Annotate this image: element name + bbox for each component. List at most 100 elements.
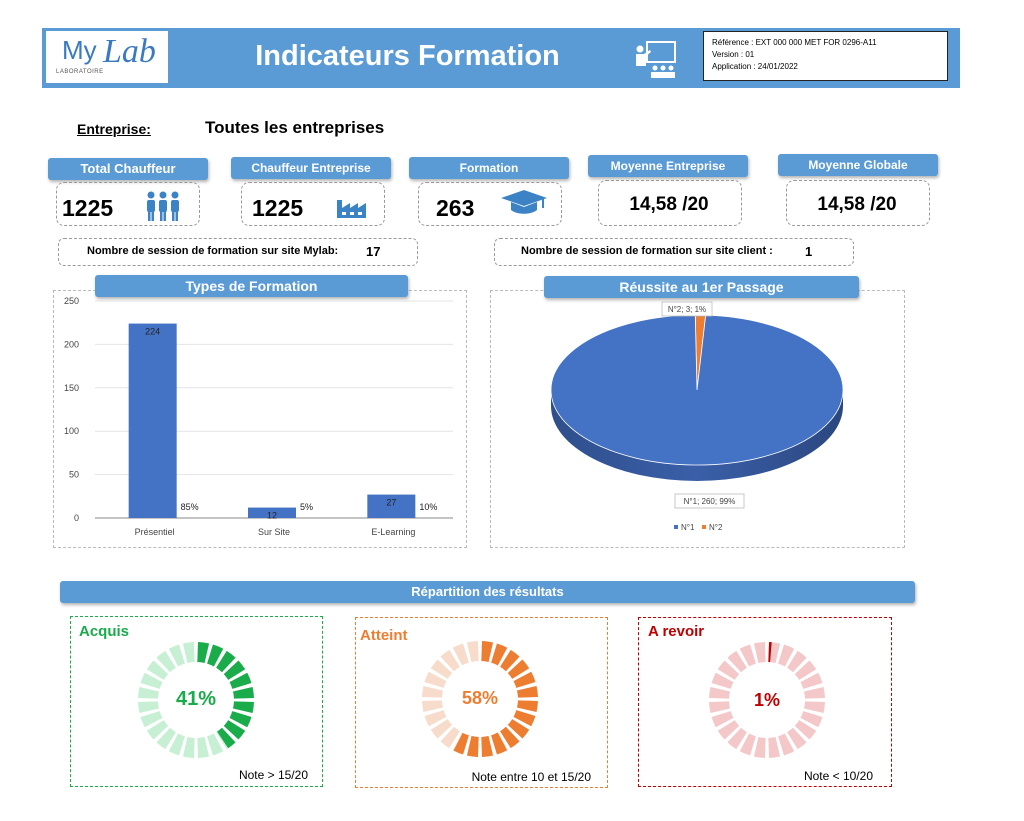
mylab-logo: My Lab LABORATOIRE <box>46 31 168 83</box>
donut-segment-filled <box>507 659 530 679</box>
pie-slice-label: N°2; 3; 1% <box>668 305 706 314</box>
donut-segment <box>422 700 443 713</box>
donut-segment <box>146 660 169 680</box>
donut-segment <box>430 719 453 739</box>
donut-segment <box>424 710 447 727</box>
donut-segment <box>168 733 185 756</box>
donut-segment <box>424 671 447 688</box>
teacher-board-icon <box>636 41 676 78</box>
y-tick-label: 50 <box>69 470 79 480</box>
donut-segment-filled <box>517 700 538 713</box>
donut-segment <box>804 701 825 714</box>
people-icon <box>147 191 179 221</box>
donut-segment <box>156 727 176 750</box>
donut-segment-filled <box>500 649 520 672</box>
session-client-box: Nombre de session de formation sur site … <box>494 238 854 266</box>
kpi-chauffeur-entreprise-value: 1225 <box>252 195 304 221</box>
donut-segment <box>804 686 825 699</box>
donut-segment-filled <box>481 736 494 757</box>
donut-segment <box>138 701 159 714</box>
donut-segment <box>753 737 766 758</box>
version-text: Version : 01 <box>712 50 755 59</box>
donut-segment <box>739 644 756 667</box>
donut-segment <box>709 701 730 714</box>
legend-label-n1: N°1 <box>681 523 695 532</box>
donut-segment <box>440 726 460 749</box>
result-a-revoir-label: A revoir <box>648 623 705 640</box>
donut-segment <box>787 650 807 673</box>
donut-segment <box>794 660 817 680</box>
factory-icon <box>337 200 366 218</box>
x-tick-label: Présentiel <box>135 527 175 537</box>
types-formation-title: Types de Formation <box>95 275 408 297</box>
pie-label-box <box>674 493 745 509</box>
atteint-donut <box>422 641 538 757</box>
bar <box>128 323 177 518</box>
donut-segment-filled <box>233 686 254 699</box>
application-text: Application : 24/01/2022 <box>712 62 798 71</box>
donut-segment <box>794 720 817 740</box>
donut-segment <box>430 659 453 679</box>
results-title: Répartition des résultats <box>60 581 915 603</box>
bar <box>248 507 296 518</box>
x-tick-label: E-Learning <box>371 527 415 537</box>
session-mylab-box: Nombre de session de formation sur site … <box>58 238 418 266</box>
donut-segment <box>197 737 210 758</box>
donut-segment <box>452 643 469 666</box>
bar-value-label: 224 <box>145 327 160 337</box>
result-acquis-label: Acquis <box>79 623 130 640</box>
result-acquis: Acquis 41% Note > 15/20 <box>70 616 323 787</box>
donut-segment-filled <box>517 685 538 698</box>
session-mylab-value: 17 <box>366 244 381 259</box>
donut-segment-filled <box>491 643 508 666</box>
kpi-moyenne-entreprise-label: Moyenne Entreprise <box>588 155 748 177</box>
result-acquis-note: Note > 15/20 <box>238 768 308 782</box>
donut-segment <box>717 720 740 740</box>
donut-segment-filled <box>233 701 254 714</box>
reussite-title: Réussite au 1er Passage <box>544 276 859 298</box>
donut-segment <box>727 650 747 673</box>
kpi-moyenne-globale-label: Moyenne Globale <box>778 154 938 176</box>
kpi-chauffeur-entreprise-box <box>241 182 385 226</box>
donut-segment-filled <box>223 720 246 740</box>
session-client-label: Nombre de session de formation sur site … <box>521 245 773 257</box>
result-atteint: Atteint 58% Note entre 10 et 15/20 <box>355 617 608 788</box>
donut-segment-filled <box>513 710 536 727</box>
pie-chart: N°2; 3; 1% N°1; 260; 99% N°1 N°2 <box>550 301 844 532</box>
donut-segment <box>800 711 823 728</box>
donut-segment <box>753 642 766 663</box>
bar-chart: 0 50 100 150 200 250 224 85% Présentiel 12 5% Sur S… <box>64 296 453 537</box>
pie-side <box>551 390 843 481</box>
y-tick-label: 250 <box>64 296 79 306</box>
donut-segment <box>138 686 159 699</box>
result-atteint-label: Atteint <box>360 627 408 644</box>
page-title: Indicateurs Formation <box>255 40 560 72</box>
kpi-moyenne-globale-value: 14,58 /20 <box>817 194 897 215</box>
donut-segment <box>709 686 730 699</box>
reference-box: Référence : EXT 000 000 MET FOR 0296-A11… <box>703 31 948 81</box>
kpi-moyenne-entreprise-box <box>598 180 742 226</box>
pie-label-box <box>661 301 713 317</box>
y-tick-label: 200 <box>64 339 79 349</box>
entreprise-value[interactable]: Toutes les entreprises <box>205 118 385 137</box>
donut-segment-filled <box>500 726 520 749</box>
y-tick-label: 0 <box>74 513 79 523</box>
kpi-total-chauffeur-box <box>56 182 200 226</box>
donut-segment-filled <box>466 736 479 757</box>
session-mylab-label: Nombre de session de formation sur site … <box>87 245 339 257</box>
donut-segment <box>422 685 443 698</box>
result-atteint-percent: 58% <box>461 688 499 708</box>
donut-segment-filled <box>223 660 246 680</box>
donut-segment-filled <box>229 711 252 728</box>
result-a-revoir-percent: 1% <box>753 690 780 710</box>
donut-segment-filled <box>768 642 772 663</box>
legend-swatch-n1 <box>674 525 678 529</box>
a-revoir-donut <box>709 642 825 758</box>
donut-segment-filled <box>491 732 508 755</box>
donut-segment <box>207 733 224 756</box>
donut-segment <box>768 737 781 758</box>
logo-lab: Lab <box>103 33 156 70</box>
kpi-formation-box <box>418 182 562 226</box>
donut-segment-filled <box>197 642 210 663</box>
donut-segment <box>182 737 195 758</box>
